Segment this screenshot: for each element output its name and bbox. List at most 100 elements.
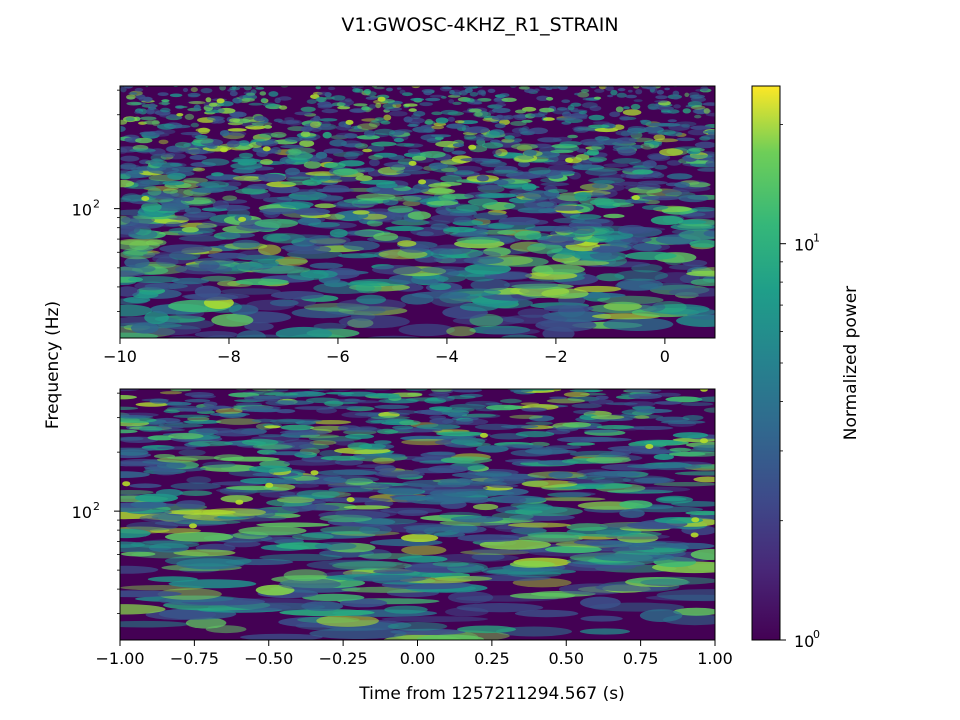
spectrogram-blob — [353, 103, 368, 107]
spectrogram-blob — [336, 298, 406, 312]
spectrogram-blob — [260, 97, 267, 103]
spectrogram-blob — [426, 497, 496, 503]
spectrogram-blob — [315, 96, 327, 103]
spectrogram-blob — [141, 202, 162, 212]
spectrogram-blob — [240, 633, 323, 640]
spectrogram-blob — [379, 522, 456, 533]
spectrogram-blob — [410, 97, 425, 102]
spectrogram-blob — [275, 326, 333, 338]
spectrogram-bright-spot — [418, 179, 427, 185]
spectrogram-blob — [331, 95, 346, 101]
x-tick-label: −4 — [435, 347, 459, 366]
spectrogram-blob — [394, 129, 413, 134]
spectrogram-blob — [672, 432, 709, 439]
spectrogram-blob — [594, 127, 619, 133]
spectrogram-blob — [522, 106, 537, 112]
spectrogram-blob — [184, 392, 214, 397]
spectrogram-blob — [476, 184, 503, 191]
spectrogram-bright-spot — [565, 157, 574, 163]
spectrogram-blob — [335, 132, 355, 138]
spectrogram-blob — [591, 83, 599, 86]
spectrogram-blob — [359, 179, 396, 185]
spectrogram-blob — [162, 180, 185, 186]
spectrogram-blob — [614, 270, 669, 281]
spectrogram-blob — [149, 528, 202, 534]
spectrogram-blob — [552, 225, 578, 233]
spectrogram-blob — [485, 402, 503, 406]
spectrogram-blob — [305, 193, 332, 198]
spectrogram-blob — [362, 148, 373, 153]
spectrogram-blob — [694, 114, 702, 119]
spectrogram-blob — [468, 108, 482, 113]
spectrogram-blob — [580, 596, 621, 609]
spectrogram-blob — [680, 402, 714, 406]
spectrogram-blob — [144, 310, 170, 325]
spectrogram-blob — [705, 129, 715, 134]
spectrogram-blob — [373, 232, 399, 241]
spectrogram-blob — [703, 407, 715, 413]
spectrogram-blob — [574, 92, 580, 96]
spectrogram-blob — [158, 139, 169, 145]
spectrogram-blob — [499, 93, 510, 98]
spectrogram-blob — [575, 203, 594, 213]
spectrogram-blob — [482, 328, 540, 335]
spectrogram-bright-spot — [700, 389, 708, 392]
spectrogram-blob — [408, 108, 417, 112]
spectrogram-blob — [510, 121, 527, 126]
spectrogram-blob — [370, 415, 410, 420]
spectrogram-blob — [440, 175, 462, 183]
spectrogram-blob — [639, 119, 647, 123]
spectrogram-blob — [586, 149, 600, 156]
spectrogram-blob — [299, 140, 315, 147]
spectrogram-blob — [353, 86, 364, 89]
spectrogram-blob — [612, 158, 642, 164]
spectrogram-blob — [654, 517, 704, 524]
spectrogram-blob — [188, 101, 206, 105]
spectrogram-blob — [335, 124, 353, 131]
spectrogram-bright-spot — [235, 499, 244, 505]
spectrogram-blob — [373, 128, 396, 135]
spectrogram-blob — [591, 246, 627, 253]
spectrogram-blob — [244, 395, 282, 402]
spectrogram-blob — [226, 140, 240, 148]
spectrogram-blob — [420, 266, 472, 274]
spectrogram-blob — [265, 477, 297, 485]
spectrogram-blob — [547, 188, 569, 193]
spectrogram-blob — [599, 523, 657, 529]
spectrogram-blob — [541, 288, 589, 299]
spectrogram-blob — [230, 111, 247, 118]
spectrogram-blob — [571, 403, 602, 409]
spectrogram-blob — [232, 239, 260, 248]
spectrogram-blob — [615, 137, 638, 144]
spectrogram-blob — [173, 549, 236, 557]
spectrogram-blob — [203, 401, 218, 407]
spectrogram-bright-spot — [265, 482, 274, 488]
spectrogram-blob — [185, 149, 209, 155]
spectrogram-blob — [229, 118, 241, 123]
spectrogram-blob — [686, 270, 715, 277]
spectrogram-blob — [641, 204, 669, 211]
spectrogram-blob — [573, 127, 589, 133]
spectrogram-blob — [540, 182, 570, 187]
spectrogram-blob — [616, 92, 627, 98]
spectrogram-blob — [134, 87, 144, 92]
spectrogram-blob — [694, 141, 715, 149]
spectrogram-blob — [421, 89, 435, 93]
spectrogram-blob — [186, 476, 211, 484]
spectrogram-blob — [432, 561, 470, 567]
spectrogram-blob — [160, 107, 171, 113]
spectrogram-blob — [193, 104, 201, 111]
spectrogram-blob — [317, 91, 331, 96]
spectrogram-blob — [513, 155, 534, 163]
spectrogram-blob — [120, 541, 146, 548]
spectrogram-blob — [302, 593, 365, 602]
spectrogram-blob — [211, 172, 224, 177]
spectrogram-blob — [279, 105, 288, 110]
spectrogram-bright-spot — [700, 438, 708, 444]
spectrogram-blob — [536, 95, 550, 102]
spectrogram-bright-spot — [345, 119, 354, 125]
spectrogram-blob — [511, 143, 538, 150]
spectrogram-blob — [693, 476, 715, 483]
spectrogram-blob — [222, 195, 238, 201]
